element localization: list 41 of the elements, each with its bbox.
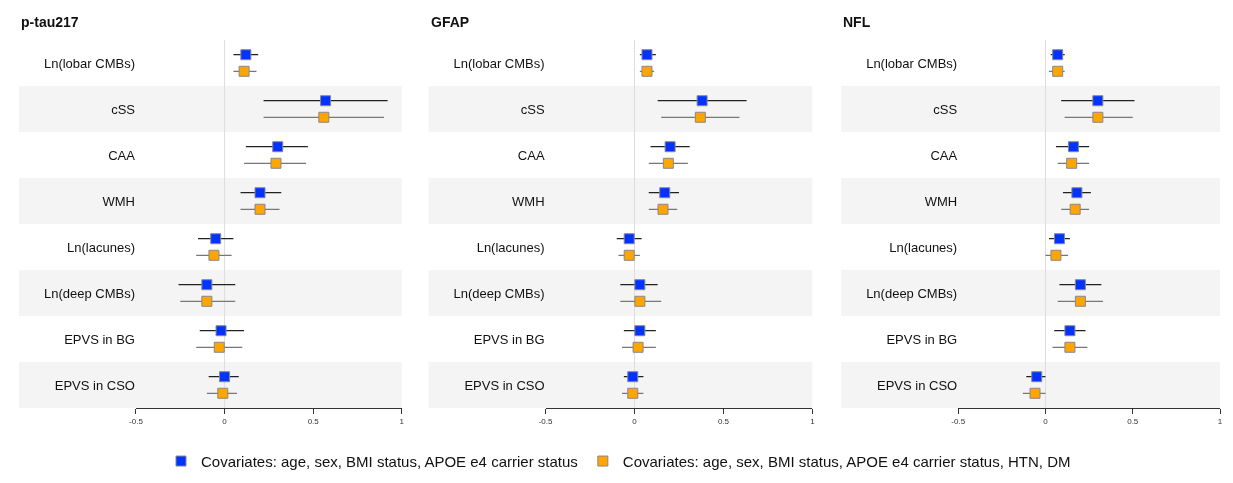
chart-title: p-tau217 [21, 14, 79, 30]
x-tick-label: 0.5 [307, 416, 320, 426]
x-tick-label: 0 [1043, 416, 1049, 426]
y-tick-label: cSS [933, 101, 958, 117]
x-tick-label: 0 [222, 416, 228, 426]
y-tick-label: WMH [512, 193, 545, 209]
y-tick-label: Ln(deep CMBs) [453, 285, 545, 301]
y-tick-label: Ln(lobar CMBs) [453, 55, 545, 71]
y-tick-label: Ln(lacunes) [889, 239, 958, 255]
x-tick-label: -0.5 [951, 416, 966, 426]
y-tick-label: EPVS in BG [886, 331, 958, 347]
y-tick-label: CAA [108, 147, 136, 163]
y-tick-label: cSS [111, 101, 136, 117]
y-tick-label: CAA [517, 147, 545, 163]
y-tick-label: EPVS in BG [473, 331, 545, 347]
chart-title: GFAP [431, 14, 470, 30]
x-tick-label: -0.5 [129, 416, 144, 426]
x-tick-label: 1 [1217, 416, 1223, 426]
y-tick-label: CAA [930, 147, 958, 163]
legend-label: Covariates: age, sex, BMI status, APOE e4 carrier status, HTN, DM [622, 452, 1071, 470]
y-tick-label: EPVS in CSO [464, 377, 545, 393]
y-tick-label: Ln(lacunes) [476, 239, 545, 255]
x-tick-label: 1 [810, 416, 816, 426]
x-tick-label: 1 [399, 416, 405, 426]
y-tick-label: WMH [102, 193, 135, 209]
y-tick-label: EPVS in BG [64, 331, 135, 347]
y-tick-label: WMH [924, 193, 958, 209]
legend-label: Covariates: age, sex, BMI status, APOE e4 carrier status [201, 452, 578, 470]
x-tick-label: -0.5 [538, 416, 554, 426]
y-tick-label: Ln(lacunes) [67, 239, 135, 255]
y-tick-label: Ln(deep CMBs) [43, 285, 135, 301]
y-tick-label: EPVS in CSO [54, 377, 135, 393]
x-tick-label: 0 [632, 416, 638, 426]
y-tick-label: cSS [520, 101, 545, 117]
y-tick-label: Ln(deep CMBs) [866, 285, 958, 301]
y-tick-label: Ln(lobar CMBs) [866, 55, 958, 71]
chart-title: NFL [843, 14, 871, 30]
y-tick-label: Ln(lobar CMBs) [43, 55, 135, 71]
x-tick-label: 0.5 [1127, 416, 1139, 426]
x-tick-label: 0.5 [717, 416, 730, 426]
y-tick-label: EPVS in CSO [877, 377, 958, 393]
